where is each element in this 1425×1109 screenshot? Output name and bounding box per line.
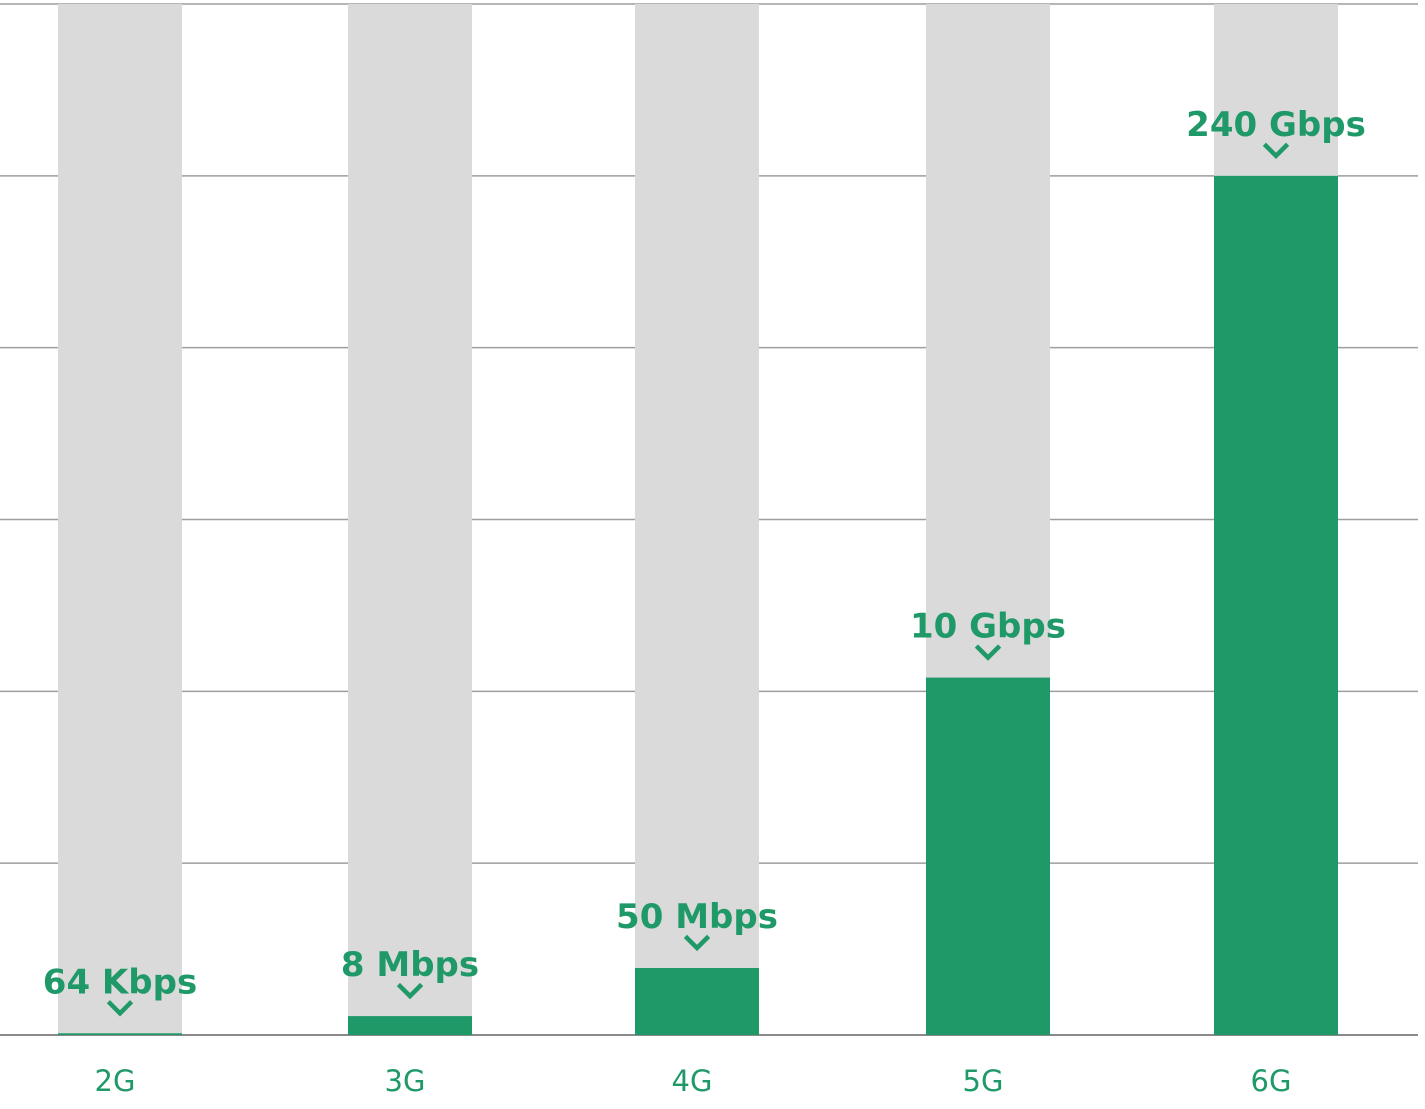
value-label-4g: 50 Mbps [616,897,778,937]
chevron-down-icon [974,644,1002,661]
x-tick-label-3g: 3G [385,1064,426,1098]
bar-5g [926,677,1050,1035]
chevron-down-icon [683,934,711,952]
bar-4g [635,967,759,1035]
bar-track-2g [58,4,182,1035]
value-label-2g: 64 Kbps [43,962,197,1002]
x-tick-label-4g: 4G [672,1064,713,1098]
value-label-6g: 240 Gbps [1186,105,1366,145]
x-tick-label-2g: 2G [95,1064,136,1098]
value-label-5g: 10 Gbps [910,607,1066,647]
chevron-down-icon [1262,142,1290,160]
bar-track-4g [635,4,759,1035]
bar-2g [58,1033,182,1035]
x-axis-tick-labels: 2G 3G 4G 5G 6G [95,1064,1292,1098]
value-label-3g: 8 Mbps [341,945,479,985]
chevron-down-icon [106,1000,134,1017]
chevron-down-icon [396,982,424,1000]
x-tick-label-6g: 6G [1251,1064,1292,1098]
bar-6g [1214,175,1338,1036]
bar-3g [348,1016,472,1035]
labels-layer: 64 Kbps 8 Mbps 50 Mbps 10 Gbps 240 Gbps [43,105,1366,1017]
bars-layer [58,4,1338,1036]
x-tick-label-5g: 5G [963,1064,1004,1098]
bar-track-3g [348,4,472,1035]
